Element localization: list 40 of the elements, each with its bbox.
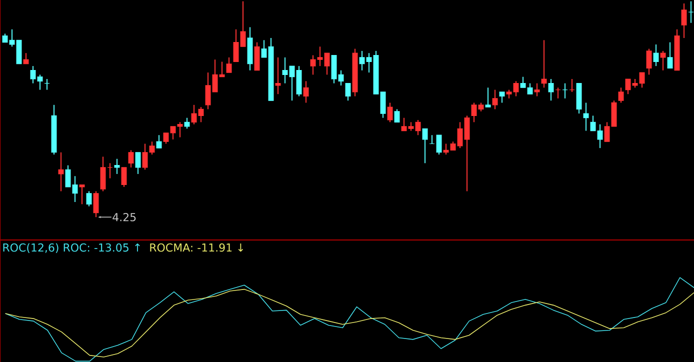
candlestick xyxy=(569,78,575,92)
candlestick xyxy=(226,56,232,74)
candlestick xyxy=(422,128,428,164)
candlestick xyxy=(44,78,50,90)
candlestick xyxy=(534,82,540,97)
candlestick xyxy=(86,190,92,207)
candlestick xyxy=(394,108,400,123)
candlestick xyxy=(275,56,281,95)
candlestick xyxy=(345,82,351,102)
candlestick xyxy=(114,158,120,174)
text: ROCMA: -11.91 ↓ xyxy=(150,243,244,252)
candlestick xyxy=(548,78,554,102)
chart-title: ROC(12,6) xyxy=(3,243,58,253)
candlestick xyxy=(303,80,309,104)
candlestick xyxy=(485,87,491,108)
candlestick xyxy=(562,82,568,99)
candlestick xyxy=(79,184,85,205)
candlestick xyxy=(541,40,547,88)
candlestick xyxy=(688,0,694,24)
candlestick xyxy=(653,44,659,67)
candlestick xyxy=(499,91,505,104)
candlestick xyxy=(254,42,260,71)
text: ROC: -13.05 ↑ xyxy=(64,243,140,252)
candlestick xyxy=(135,152,141,174)
candlestick xyxy=(387,102,393,123)
candlestick xyxy=(156,134,162,149)
candlestick xyxy=(128,150,134,168)
candlestick xyxy=(583,102,589,132)
candlestick xyxy=(492,89,498,110)
annotation: 4.25 xyxy=(112,212,136,222)
candlestick xyxy=(58,152,64,192)
candlestick xyxy=(121,166,127,188)
candlestick xyxy=(646,48,652,76)
candlestick xyxy=(667,42,673,69)
candlestick xyxy=(618,87,624,104)
candlestick xyxy=(555,87,561,99)
candlestick xyxy=(184,117,190,130)
candlestick xyxy=(660,50,666,71)
candlestick xyxy=(681,2,687,38)
candlestick xyxy=(23,52,29,64)
